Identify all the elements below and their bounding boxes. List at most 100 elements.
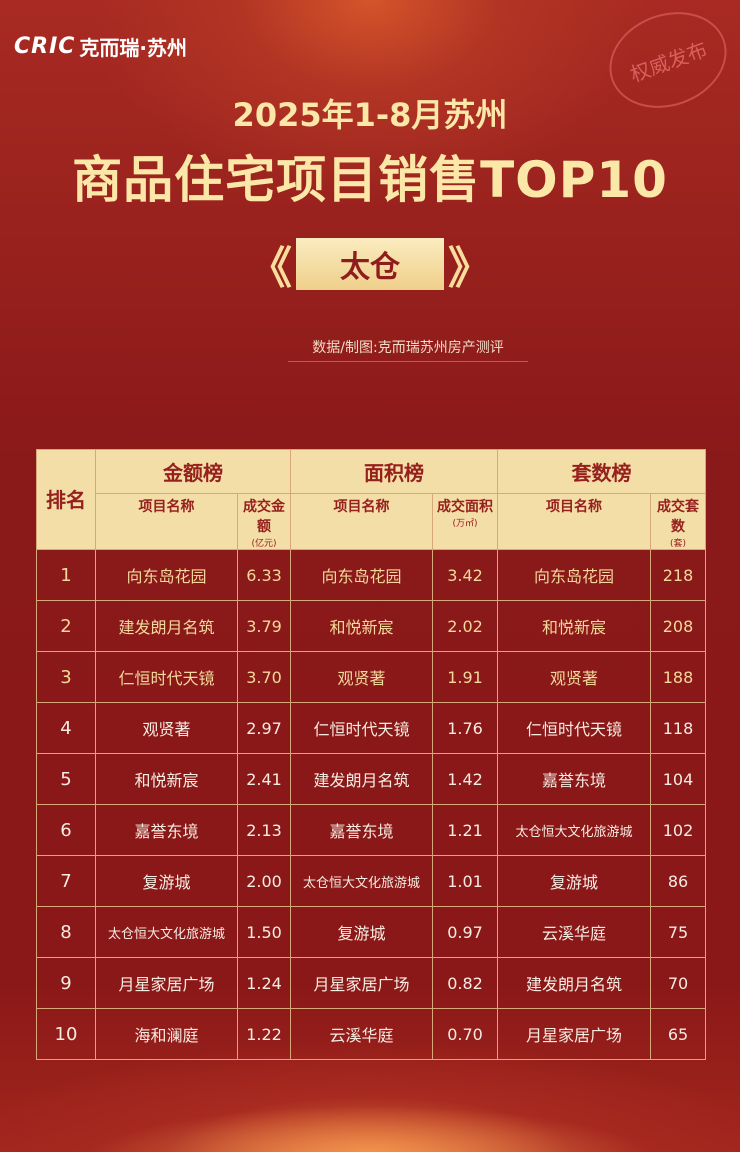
group-units: 套数榜 — [497, 449, 706, 494]
amount-project: 月星家居广场 — [95, 957, 238, 1009]
rank-cell: 9 — [36, 957, 96, 1009]
region-name: 太仓 — [296, 238, 444, 290]
amount-project: 复游城 — [95, 855, 238, 907]
units-value: 102 — [650, 804, 706, 856]
rank-cell: 5 — [36, 753, 96, 805]
amount-value: 2.00 — [237, 855, 291, 907]
col-value: 成交面积 (万㎡) — [432, 493, 498, 550]
bracket-right: 》 — [448, 243, 492, 294]
area-value: 1.21 — [432, 804, 498, 856]
units-project: 复游城 — [497, 855, 651, 907]
group-amount: 金额榜 — [95, 449, 291, 494]
units-project: 和悦新宸 — [497, 600, 651, 652]
units-value: 218 — [650, 549, 706, 601]
table-row: 6 嘉誉东境 2.13 嘉誉东境 1.21 太仓恒大文化旅游城 102 — [36, 804, 706, 856]
table-row: 1 向东岛花园 6.33 向东岛花园 3.42 向东岛花园 218 — [36, 549, 706, 601]
units-value: 188 — [650, 651, 706, 703]
area-value: 0.97 — [432, 906, 498, 958]
brand-name: 克而瑞·苏州 — [79, 36, 188, 60]
col-unit: (万㎡) — [452, 519, 478, 529]
units-project: 嘉誉东境 — [497, 753, 651, 805]
amount-value: 3.79 — [237, 600, 291, 652]
area-value: 3.42 — [432, 549, 498, 601]
col-value-label: 成交金额 — [243, 499, 285, 535]
table-row: 5 和悦新宸 2.41 建发朗月名筑 1.42 嘉誉东境 104 — [36, 753, 706, 805]
area-value: 1.91 — [432, 651, 498, 703]
table-row: 3 仁恒时代天镜 3.70 观贤著 1.91 观贤著 188 — [36, 651, 706, 703]
area-project: 太仓恒大文化旅游城 — [290, 855, 433, 907]
units-project: 仁恒时代天镜 — [497, 702, 651, 754]
units-value: 86 — [650, 855, 706, 907]
amount-project: 仁恒时代天镜 — [95, 651, 238, 703]
area-project: 复游城 — [290, 906, 433, 958]
area-project: 嘉誉东境 — [290, 804, 433, 856]
col-project-name: 项目名称 — [95, 493, 238, 550]
rank-cell: 1 — [36, 549, 96, 601]
title-line2: 商品住宅项目销售TOP10 — [72, 151, 668, 209]
table-row: 10 海和澜庭 1.22 云溪华庭 0.70 月星家居广场 65 — [36, 1008, 706, 1060]
area-project: 观贤著 — [290, 651, 433, 703]
rank-cell: 7 — [36, 855, 96, 907]
col-unit: (套) — [669, 539, 687, 549]
amount-value: 2.97 — [237, 702, 291, 754]
area-value: 2.02 — [432, 600, 498, 652]
area-project: 云溪华庭 — [290, 1008, 433, 1060]
units-project: 建发朗月名筑 — [497, 957, 651, 1009]
data-source: 数据/制图:克而瑞苏州房产测评 — [288, 337, 528, 362]
area-project: 月星家居广场 — [290, 957, 433, 1009]
units-project: 向东岛花园 — [497, 549, 651, 601]
rank-cell: 8 — [36, 906, 96, 958]
units-project: 月星家居广场 — [497, 1008, 651, 1060]
rank-header: 排名 — [36, 449, 96, 550]
title-line1: 2025年1-8月苏州 — [232, 96, 508, 134]
amount-project: 海和澜庭 — [95, 1008, 238, 1060]
amount-project: 嘉誉东境 — [95, 804, 238, 856]
units-value: 104 — [650, 753, 706, 805]
col-value: 成交套数 (套) — [650, 493, 706, 550]
rank-cell: 10 — [36, 1008, 96, 1060]
units-value: 65 — [650, 1008, 706, 1060]
table-row: 9 月星家居广场 1.24 月星家居广场 0.82 建发朗月名筑 70 — [36, 957, 706, 1009]
table-row: 8 太仓恒大文化旅游城 1.50 复游城 0.97 云溪华庭 75 — [36, 906, 706, 958]
brand-logo: CRIC 克而瑞·苏州 — [14, 32, 187, 61]
amount-value: 2.41 — [237, 753, 291, 805]
area-value: 1.76 — [432, 702, 498, 754]
units-value: 118 — [650, 702, 706, 754]
col-value-label: 成交套数 — [657, 499, 699, 535]
units-value: 70 — [650, 957, 706, 1009]
table-row: 2 建发朗月名筑 3.79 和悦新宸 2.02 和悦新宸 208 — [36, 600, 706, 652]
area-project: 建发朗月名筑 — [290, 753, 433, 805]
amount-project: 向东岛花园 — [95, 549, 238, 601]
units-project: 观贤著 — [497, 651, 651, 703]
bracket-left: 《 — [248, 243, 292, 294]
amount-project: 建发朗月名筑 — [95, 600, 238, 652]
area-project: 向东岛花园 — [290, 549, 433, 601]
rank-cell: 3 — [36, 651, 96, 703]
amount-project: 太仓恒大文化旅游城 — [95, 906, 238, 958]
ranking-table: 排名 金额榜 面积榜 套数榜 项目名称 成交金额 (亿元) 项目名称 成交面积 (万㎡… — [36, 449, 706, 1060]
area-value: 0.70 — [432, 1008, 498, 1060]
rank-cell: 4 — [36, 702, 96, 754]
amount-project: 和悦新宸 — [95, 753, 238, 805]
col-project-name: 项目名称 — [290, 493, 433, 550]
area-value: 1.42 — [432, 753, 498, 805]
units-project: 云溪华庭 — [497, 906, 651, 958]
amount-value: 1.22 — [237, 1008, 291, 1060]
rank-cell: 2 — [36, 600, 96, 652]
stamp-text: 权威发布 — [626, 36, 711, 87]
area-value: 1.01 — [432, 855, 498, 907]
amount-value: 3.70 — [237, 651, 291, 703]
group-area: 面积榜 — [290, 449, 498, 494]
cric-logo: CRIC — [14, 34, 76, 59]
amount-value: 1.50 — [237, 906, 291, 958]
col-unit: (亿元) — [251, 539, 277, 549]
area-value: 0.82 — [432, 957, 498, 1009]
region-label: 《 太仓 》 — [244, 235, 496, 294]
amount-value: 2.13 — [237, 804, 291, 856]
units-value: 75 — [650, 906, 706, 958]
amount-value: 1.24 — [237, 957, 291, 1009]
area-project: 仁恒时代天镜 — [290, 702, 433, 754]
col-value-label: 成交面积 — [437, 499, 493, 515]
units-project: 太仓恒大文化旅游城 — [497, 804, 651, 856]
units-value: 208 — [650, 600, 706, 652]
